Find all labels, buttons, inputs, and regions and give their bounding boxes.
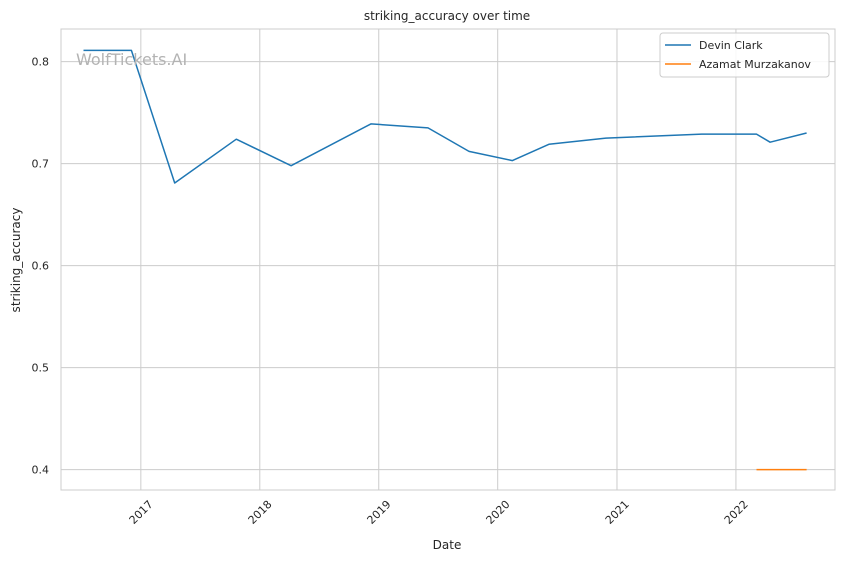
y-tick-label: 0.8 [32,56,50,69]
legend-box [659,32,830,78]
series-line-devin-clark [83,49,807,184]
y-tick-label: 0.4 [32,464,50,477]
y-tick-label: 0.7 [32,158,50,171]
watermark-text: WolfTickets.AI [76,50,187,69]
legend-label-devin-clark: Devin Clark [699,39,763,52]
x-axis: 2017 2018 2019 2020 2021 2022 [127,498,751,527]
legend: Devin Clark Azamat Murzakanov [659,32,830,78]
x-tick-label: 2022 [722,498,751,527]
legend-label-azamat-murzakanov: Azamat Murzakanov [699,58,811,71]
x-tick-label: 2018 [246,498,275,527]
x-axis-label: Date [433,538,462,552]
x-tick-label: 2017 [127,498,156,527]
y-tick-label: 0.6 [32,260,50,273]
grid [61,29,835,490]
x-tick-label: 2019 [365,498,394,527]
y-axis-label: striking_accuracy [9,208,23,313]
x-tick-label: 2020 [484,498,513,527]
plot-lines [83,49,807,471]
plot-frame [60,28,836,491]
y-axis: 0.4 0.5 0.6 0.7 0.8 [32,56,50,477]
x-tick-label: 2021 [603,498,632,527]
y-tick-label: 0.5 [32,362,50,375]
chart-title: striking_accuracy over time [364,9,530,23]
